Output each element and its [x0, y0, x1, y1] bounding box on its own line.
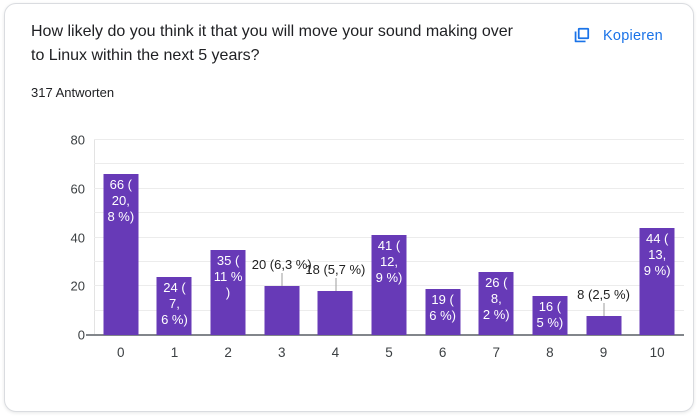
bar-5[interactable]: 41 (12, 9 %) [371, 235, 407, 335]
question-title: How likely do you think it that you will… [31, 23, 513, 64]
copy-button[interactable]: Kopieren [572, 26, 663, 45]
label-leader-line [603, 302, 605, 316]
bar-4[interactable]: 18 (5,7 %) [305, 262, 365, 335]
plot-area: 66 (20, 8 %) 24 (7, 6 %) 35 (11 %) 20 (6,3 %)… [86, 139, 684, 336]
copy-icon [572, 26, 591, 45]
bar-8[interactable]: 16 (5 %) [532, 296, 568, 335]
bar-6[interactable]: 19 (6 %) [425, 288, 461, 335]
y-axis-labels: 0 20 40 60 80 [31, 134, 85, 342]
bar-9[interactable]: 8 (2,5 %) [577, 287, 630, 335]
bar-value-label: 66 (20, 8 %) [107, 177, 135, 225]
x-tick-label: 4 [331, 345, 340, 360]
gridline [94, 163, 684, 165]
x-tick-label: 3 [277, 345, 286, 360]
label-leader-line [281, 273, 283, 287]
bar-0[interactable]: 66 (20, 8 %) [103, 174, 139, 335]
bar-value-label: 41 (12, 9 %) [375, 238, 403, 286]
gridline [94, 212, 684, 214]
bar-value-label: 35 (11 %) [213, 252, 243, 300]
bar-value-label: 16 (5 %) [536, 299, 564, 330]
x-axis-line [86, 334, 684, 336]
bar-10[interactable]: 44 (13, 9 %) [639, 227, 675, 335]
label-leader-line [335, 278, 337, 292]
y-tick-label: 20 [70, 278, 85, 294]
bar-value-label: 24 (7, 6 %) [161, 279, 188, 327]
x-tick-label: 9 [599, 345, 608, 360]
bar-value-label: 20 (6,3 %) [251, 257, 312, 273]
x-tick-label: 6 [438, 345, 447, 360]
x-tick-label: 10 [649, 345, 665, 360]
x-axis-labels: 0 1 2 3 4 5 6 7 8 9 10 [94, 344, 684, 362]
bar-value-label: 44 (13, 9 %) [643, 230, 671, 278]
bar-value-label: 26 (8, 2 %) [482, 274, 510, 322]
bar-1[interactable]: 24 (7, 6 %) [156, 276, 192, 335]
y-tick-label: 0 [77, 327, 85, 343]
question-results-card: How likely do you think it that you will… [4, 3, 694, 412]
y-axis-line [94, 140, 95, 335]
y-tick-label: 60 [70, 181, 85, 197]
x-tick-label: 7 [492, 345, 501, 360]
x-tick-label: 0 [117, 345, 125, 360]
gridline [94, 139, 684, 140]
y-tick-label: 80 [70, 132, 85, 148]
bar-value-label: 18 (5,7 %) [305, 262, 366, 278]
x-tick-label: 5 [385, 345, 393, 360]
responses-count: 317 Antworten [31, 85, 115, 100]
bar-value-label: 19 (6 %) [429, 291, 456, 323]
x-tick-label: 1 [170, 345, 179, 360]
y-tick-label: 40 [70, 230, 85, 245]
copy-button-label: Kopieren [602, 27, 663, 44]
bar-3[interactable]: 20 (6,3 %) [252, 257, 312, 335]
bar-value-label: 8 (2,5 %) [577, 286, 630, 302]
bar-7[interactable]: 26 (8, 2 %) [478, 271, 514, 335]
bar-2[interactable]: 35 (11 %) [210, 249, 246, 335]
x-tick-label: 8 [546, 345, 554, 360]
gridline [94, 187, 684, 189]
x-tick-label: 2 [224, 345, 232, 360]
